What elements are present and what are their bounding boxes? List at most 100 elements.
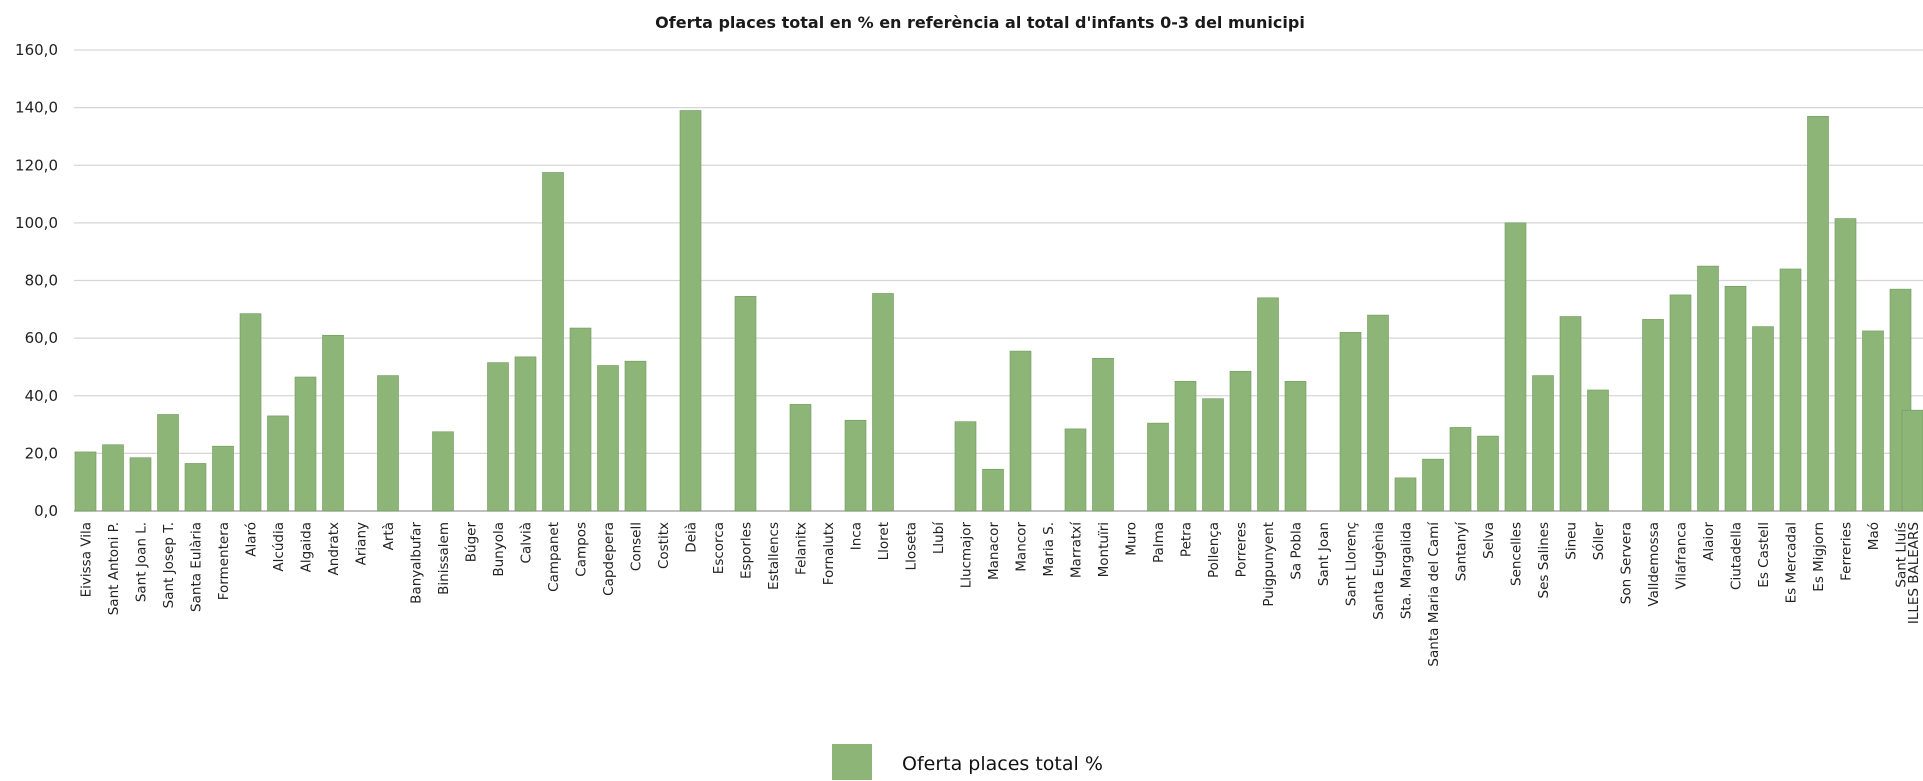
x-tick-label: Es Mercadal — [1784, 522, 1800, 603]
bar — [789, 404, 812, 512]
x-tick-label: Muro — [1124, 522, 1140, 556]
x-tick-label: Inca — [849, 522, 865, 550]
bar — [1642, 319, 1664, 512]
x-tick-label: Ariany — [354, 522, 370, 565]
x-tick-label: Puigpunyent — [1261, 522, 1277, 607]
bar — [569, 327, 592, 512]
bar — [239, 313, 262, 512]
bar — [1779, 268, 1802, 512]
x-tick-label: Andratx — [326, 522, 342, 575]
x-tick-label: Llubí — [931, 521, 947, 554]
x-tick-label: Sineu — [1564, 522, 1580, 560]
bar — [624, 360, 647, 512]
x-tick-label: Bunyola — [491, 522, 507, 577]
bar — [157, 414, 179, 512]
x-tick-label: Esporles — [739, 522, 755, 579]
bar — [982, 468, 1004, 512]
bar — [487, 362, 509, 512]
x-tick-label: Calvià — [519, 522, 535, 563]
y-tick-label: 120,0 — [15, 156, 58, 174]
x-tick-label: Santa Maria del Camí — [1426, 521, 1442, 667]
bar — [1752, 326, 1774, 512]
bar — [1422, 458, 1444, 512]
x-tick-label: Sencelles — [1509, 522, 1525, 586]
bar — [542, 172, 564, 512]
bar — [1064, 428, 1087, 512]
x-tick-label: Costitx — [656, 522, 672, 569]
bar — [1092, 357, 1114, 512]
x-tick-label: Sta. Margalida — [1399, 522, 1415, 619]
x-tick-label: Maó — [1866, 522, 1882, 550]
bar — [1834, 218, 1857, 512]
x-tick-label: Sant Antoni P. — [106, 522, 122, 615]
x-tick-label: Vilafranca — [1674, 522, 1690, 590]
y-tick-label: 80,0 — [25, 272, 58, 290]
bar — [1257, 297, 1279, 512]
bar — [432, 431, 454, 512]
bar — [1147, 422, 1169, 512]
x-tick-label: Fornalutx — [821, 522, 837, 585]
x-tick-label: Ferreries — [1839, 522, 1855, 581]
x-tick-label: Sóller — [1591, 522, 1607, 561]
y-tick-label: 0,0 — [34, 502, 58, 520]
x-tick-label: Escorca — [711, 522, 727, 574]
bar — [1174, 381, 1197, 512]
bar — [1724, 285, 1747, 512]
bar — [294, 376, 317, 512]
y-tick-label: 40,0 — [25, 387, 58, 405]
bar — [377, 375, 399, 512]
x-tick-label: Algaida — [299, 522, 315, 572]
x-tick-label: Lloseta — [904, 522, 920, 570]
bar — [597, 365, 619, 512]
x-tick-label: Alcúdia — [271, 522, 287, 572]
x-tick-label: ILLES BALEARS — [1906, 522, 1922, 624]
x-tick-label: Pollença — [1206, 522, 1222, 578]
legend-swatch — [832, 744, 872, 780]
x-tick-label: Manacor — [986, 522, 1002, 580]
bar — [1669, 294, 1692, 512]
chart-title: Oferta places total en % en referència a… — [655, 13, 1305, 32]
bar — [322, 334, 344, 512]
legend-label: Oferta places total % — [902, 753, 1103, 775]
bar — [74, 451, 97, 512]
bar — [267, 415, 289, 512]
x-tick-label: Binissalem — [436, 522, 452, 595]
bar — [679, 110, 702, 512]
bar — [1202, 398, 1224, 512]
x-tick-label: Selva — [1481, 522, 1497, 559]
x-tick-label: Son Servera — [1619, 522, 1635, 604]
bar — [1477, 435, 1499, 512]
x-tick-label: Lloret — [876, 522, 892, 560]
x-tick-label: Petra — [1179, 522, 1195, 557]
y-tick-label: 100,0 — [15, 214, 58, 232]
x-tick-label: Sa Pobla — [1289, 522, 1305, 580]
bar — [184, 463, 207, 512]
bars — [74, 110, 1923, 512]
bar — [954, 421, 977, 512]
x-tick-label: Sant Llorenç — [1344, 522, 1360, 606]
x-tick-label: Valldemossa — [1646, 522, 1662, 607]
x-tick-label: Campos — [574, 522, 590, 577]
x-tick-label: Estallencs — [766, 522, 782, 590]
bar — [129, 457, 152, 512]
x-tick-label: Santa Eugènia — [1371, 522, 1387, 620]
bar — [514, 356, 537, 512]
bar — [1559, 316, 1582, 512]
x-tick-label: Alaró — [244, 522, 260, 557]
y-tick-label: 20,0 — [25, 444, 58, 462]
bar — [212, 445, 234, 512]
bar — [844, 419, 867, 512]
x-tick-label: Consell — [629, 522, 645, 571]
bar — [1229, 370, 1252, 512]
y-tick-label: 160,0 — [15, 41, 58, 59]
bar — [1901, 409, 1923, 512]
bar — [1339, 332, 1362, 512]
x-tick-label: Deià — [684, 522, 700, 553]
x-tick-label: Marratxí — [1069, 521, 1085, 578]
bar — [1367, 314, 1389, 512]
x-tick-label: Sant Joan — [1316, 522, 1332, 586]
x-tick-label: Eivissa Vila — [79, 522, 95, 597]
x-axis-ticks: Eivissa Vila Sant Antoni P. Sant Joan L. Sa… — [79, 521, 1923, 667]
x-tick-label: Santa Eulària — [189, 522, 205, 612]
